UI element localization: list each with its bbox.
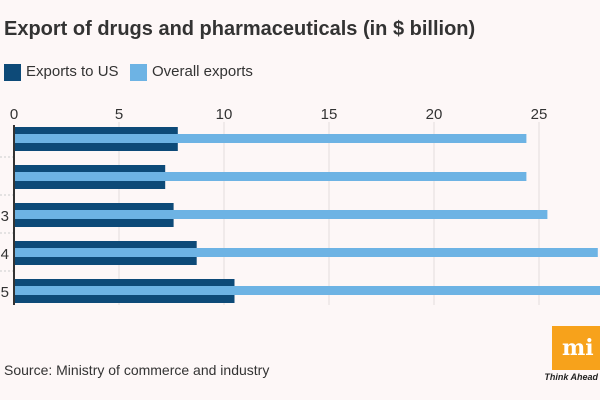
legend-label-us: Exports to US xyxy=(26,63,119,80)
x-tick-label: 5 xyxy=(115,106,123,123)
chart-title: Export of drugs and pharmaceuticals (in … xyxy=(4,18,476,40)
x-tick-label: 0 xyxy=(10,106,18,123)
x-tick-label: 20 xyxy=(426,106,443,123)
legend-label-overall: Overall exports xyxy=(152,63,253,80)
legend-swatch-us xyxy=(4,64,21,81)
x-tick-label: 25 xyxy=(531,106,548,123)
y-tick-label: 5 xyxy=(1,284,9,301)
x-tick-label: 10 xyxy=(216,106,233,123)
y-tick-label: 4 xyxy=(1,246,9,263)
bar-overall-exports xyxy=(14,210,548,219)
y-tick-label: 3 xyxy=(1,208,9,225)
bar-overall-exports xyxy=(14,286,600,295)
mint-logo: mi xyxy=(552,326,600,370)
x-tick-label: 15 xyxy=(321,106,338,123)
bar-overall-exports xyxy=(14,248,598,257)
source-note: Source: Ministry of commerce and industr… xyxy=(4,362,270,378)
logo-tagline: Think Ahead xyxy=(544,372,598,382)
bar-overall-exports xyxy=(14,172,527,181)
bar-overall-exports xyxy=(14,134,527,143)
legend-swatch-overall xyxy=(130,64,147,81)
